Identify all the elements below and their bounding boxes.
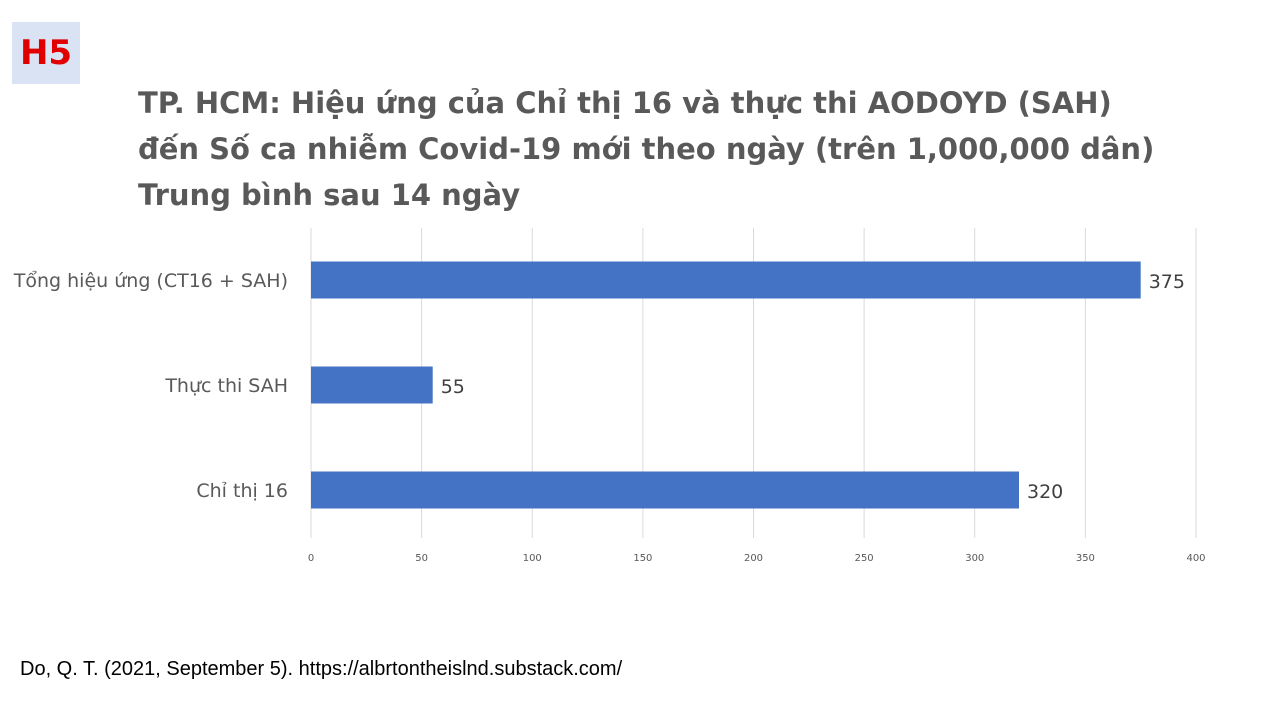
x-tick-label: 350 (1076, 553, 1095, 564)
category-labels: Tổng hiệu ứng (CT16 + SAH) Thực thi SAH Ch… (13, 270, 288, 502)
category-label: Tổng hiệu ứng (CT16 + SAH) (13, 270, 288, 292)
citation: Do, Q. T. (2021, September 5). https://a… (20, 658, 623, 680)
bars (311, 261, 1141, 509)
x-tick-label: 150 (633, 553, 652, 564)
bar (311, 366, 433, 404)
slide-badge: H5 (12, 22, 80, 84)
x-tick-label: 250 (855, 553, 874, 564)
bar (311, 471, 1019, 509)
title-line-2: đến Số ca nhiễm Covid-19 mới theo ngày (… (138, 132, 1155, 166)
x-tick-label: 300 (965, 553, 984, 564)
x-tick-label: 200 (744, 553, 763, 564)
x-tick-label: 50 (415, 553, 428, 564)
category-label: Chỉ thị 16 (196, 480, 288, 502)
chart-title: TP. HCM: Hiệu ứng của Chỉ thị 16 và thực… (138, 80, 1248, 218)
data-label: 55 (441, 376, 465, 398)
x-tick-label: 400 (1186, 553, 1205, 564)
title-line-1: TP. HCM: Hiệu ứng của Chỉ thị 16 và thực… (138, 86, 1112, 120)
x-tick-label: 100 (523, 553, 542, 564)
x-tick-labels: 0 50 100 150 200 250 300 350 400 (308, 553, 1206, 564)
bar (311, 261, 1141, 299)
data-label: 375 (1149, 271, 1185, 293)
value-labels: 375 55 320 (441, 271, 1185, 503)
x-tick-label: 0 (308, 553, 314, 564)
category-label: Thực thi SAH (164, 375, 288, 397)
data-label: 320 (1027, 481, 1063, 503)
title-line-3: Trung bình sau 14 ngày (138, 178, 521, 212)
